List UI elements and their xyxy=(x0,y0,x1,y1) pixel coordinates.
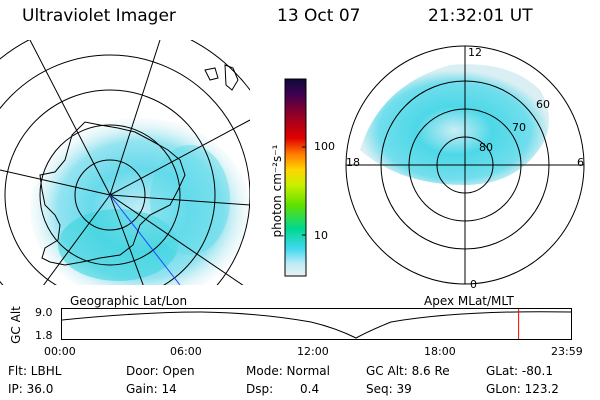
mlt-label-12: 12 xyxy=(468,46,482,59)
coastline xyxy=(39,121,186,266)
ip-readout: IP: 36.0 xyxy=(8,382,54,396)
colorbar xyxy=(284,78,307,277)
left-panel-caption: Geographic Lat/Lon xyxy=(70,294,188,308)
altitude-curve xyxy=(61,311,572,339)
mlt-label-18: 18 xyxy=(346,156,360,169)
alt-xtick-0600: 06:00 xyxy=(170,345,202,358)
geographic-map-panel xyxy=(0,40,250,285)
mlt-label-6: 6 xyxy=(577,156,584,169)
filter-readout: Flt: LBHL xyxy=(8,364,62,378)
magnetic-polar-panel xyxy=(345,45,585,285)
alt-ytick-high: 9.0 xyxy=(35,306,53,319)
colorbar-tick-100: 100 xyxy=(314,140,335,153)
mlat-label-80: 80 xyxy=(479,141,493,154)
gain-readout: Gain: 14 xyxy=(126,382,177,396)
app-title: Ultraviolet Imager xyxy=(22,6,176,26)
mlat-label-60: 60 xyxy=(536,98,550,111)
mlt-label-0: 0 xyxy=(470,278,477,291)
glat-readout: GLat: -80.1 xyxy=(486,364,553,378)
gc-alt-readout: GC Alt: 8.6 Re xyxy=(366,364,450,378)
dsp-label: Dsp: xyxy=(246,382,274,396)
door-readout: Door: Open xyxy=(126,364,195,378)
mlat-label-70: 70 xyxy=(512,121,526,134)
alt-xtick-0000: 00:00 xyxy=(44,345,76,358)
alt-ytick-low: 1.8 xyxy=(35,329,53,342)
glon-readout: GLon: 123.2 xyxy=(486,382,559,396)
altitude-plot xyxy=(61,308,572,340)
observation-date: 13 Oct 07 xyxy=(277,6,361,26)
alt-xtick-1800: 18:00 xyxy=(424,345,456,358)
alt-xtick-2359: 23:59 xyxy=(551,345,583,358)
seq-readout: Seq: 39 xyxy=(366,382,412,396)
observation-time: 21:32:01 UT xyxy=(428,6,533,26)
altitude-ylabel: GC Alt xyxy=(9,306,23,344)
right-panel-caption: Apex MLat/MLT xyxy=(424,294,514,308)
alt-xtick-1200: 12:00 xyxy=(297,345,329,358)
colorbar-unit-label: photon cm⁻²s⁻¹ xyxy=(270,144,284,238)
mode-readout: Mode: Normal xyxy=(246,364,330,378)
aurora-image-right xyxy=(360,64,549,185)
colorbar-tick-10: 10 xyxy=(314,229,328,242)
dsp-value: 0.4 xyxy=(300,382,320,396)
